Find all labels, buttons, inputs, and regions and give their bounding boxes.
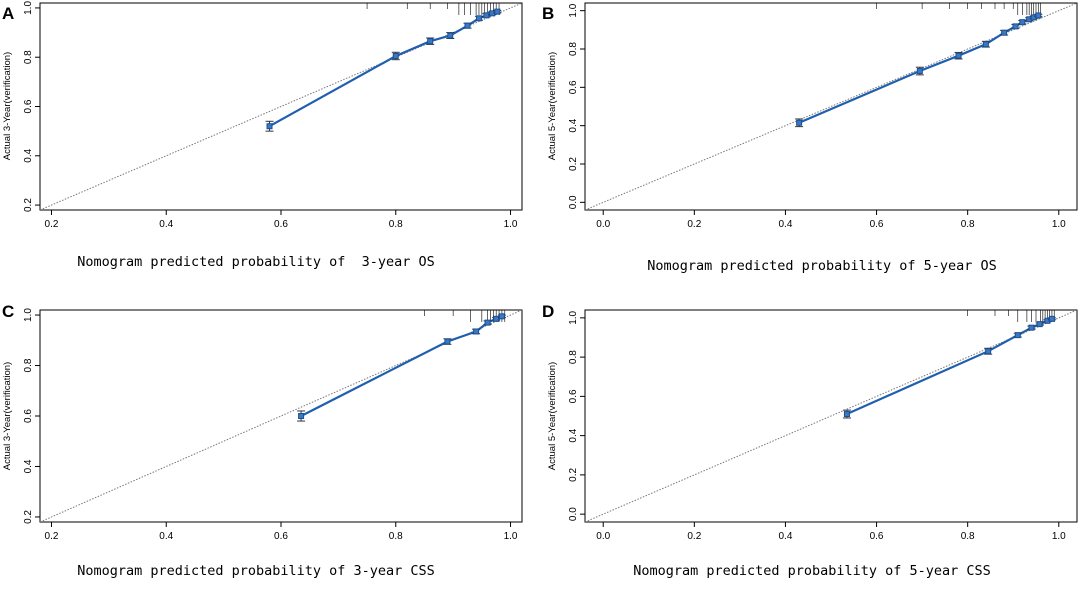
x-tick-label: 0.2: [687, 219, 701, 230]
y-tick-label: 0.4: [23, 459, 34, 473]
y-tick-label: 0.2: [23, 198, 34, 212]
data-point: [266, 123, 273, 130]
data-point: [493, 315, 500, 322]
x-tick-label: 0.8: [389, 531, 403, 542]
x-tick-label: 0.2: [45, 219, 59, 230]
x-tick-label: 0.4: [159, 531, 173, 542]
x-tick-label: 0.8: [961, 219, 975, 230]
panel-letter: B: [542, 4, 554, 23]
y-tick-label: 1.0: [23, 1, 34, 15]
data-point: [427, 38, 434, 45]
y-axis-label: Actual 3-Year(verification): [2, 52, 13, 160]
data-point: [955, 52, 962, 59]
x-tick-label: 0.4: [159, 219, 173, 230]
y-tick-label: 0.4: [568, 118, 579, 132]
y-tick-label: 1.0: [23, 308, 34, 322]
x-tick-label: 1.0: [504, 219, 518, 230]
panel-letter: A: [2, 4, 14, 23]
data-point: [916, 68, 923, 75]
x-tick-label: 0.6: [274, 531, 288, 542]
data-point: [1035, 12, 1042, 19]
data-point: [1019, 19, 1026, 26]
y-tick-label: 0.6: [23, 99, 34, 113]
y-tick-label: 0.6: [568, 80, 579, 94]
y-tick-label: 0.2: [23, 510, 34, 524]
y-tick-label: 0.0: [568, 507, 579, 521]
x-tick-label: 0.0: [596, 531, 610, 542]
y-axis-label: Actual 5-Year(verification): [547, 52, 558, 160]
x-axis-label: Nomogram predicted probability of 3-year…: [77, 254, 435, 270]
x-tick-label: 0.6: [870, 219, 884, 230]
data-point: [1014, 332, 1021, 339]
panel-letter: D: [542, 302, 554, 321]
y-axis-label: Actual 3-Year(verification): [2, 362, 13, 470]
data-point: [843, 411, 850, 418]
x-tick-label: 0.2: [687, 531, 701, 542]
data-point: [494, 8, 501, 15]
y-tick-label: 1.0: [568, 3, 579, 17]
x-axis-label: Nomogram predicted probability of 5-year…: [647, 258, 997, 274]
x-tick-label: 1.0: [1052, 219, 1066, 230]
y-tick-label: 0.8: [568, 350, 579, 364]
calibration-panel-c: C 0.2 0.4 0.6 0.8 1.0 0.2 0.4 0.6 0.8 1.0 Actual 3-…: [2, 302, 523, 579]
data-point: [444, 338, 451, 345]
calibration-panel-b: B 0.0 0.2 0.4 0.6 0.8 1.0 0.0 0.2 0.4 0.6 0.8 1.0 Act…: [542, 2, 1078, 274]
x-tick-label: 0.4: [778, 219, 792, 230]
y-tick-label: 0.2: [568, 468, 579, 482]
data-point: [447, 32, 454, 39]
panel-letter: C: [2, 302, 14, 321]
y-axis-label: Actual 5-Year(verification): [547, 362, 558, 470]
x-axis-label: Nomogram predicted probability of 3-year…: [77, 563, 435, 579]
x-tick-label: 1.0: [1052, 531, 1066, 542]
y-tick-label: 0.4: [568, 428, 579, 442]
data-point: [796, 119, 803, 126]
x-tick-label: 0.6: [274, 219, 288, 230]
y-tick-label: 0.8: [23, 50, 34, 64]
data-point: [1036, 321, 1043, 328]
data-point: [985, 348, 992, 355]
data-point: [473, 328, 480, 335]
data-point: [392, 52, 399, 59]
data-point: [1012, 23, 1019, 30]
y-tick-label: 0.6: [568, 389, 579, 403]
calibration-panel-a: A 0.2 0.4 0.6 0.8 1.0 0.2 0.4 0.6 0.8 1.0 Actual 3-…: [2, 1, 523, 270]
data-point: [464, 22, 471, 29]
x-tick-label: 0.0: [596, 219, 610, 230]
calibration-curve: [268, 10, 498, 128]
data-point: [484, 319, 491, 326]
x-tick-label: 0.4: [778, 531, 792, 542]
plot-frame: [584, 309, 1078, 523]
x-tick-label: 0.6: [870, 531, 884, 542]
ideal-reference-line: [585, 310, 1077, 522]
calibration-panel-d: D 0.0 0.2 0.4 0.6 0.8 1.0 0.0 0.2 0.4 0.6 0.8 1.0 Act…: [542, 302, 1078, 579]
data-point: [498, 313, 505, 320]
x-tick-label: 0.8: [961, 531, 975, 542]
y-tick-label: 0.8: [568, 42, 579, 56]
x-tick-label: 0.2: [45, 531, 59, 542]
y-tick-label: 0.4: [23, 148, 34, 162]
x-tick-label: 0.8: [389, 219, 403, 230]
y-tick-label: 0.0: [568, 195, 579, 209]
ideal-reference-line: [40, 3, 522, 210]
x-axis-label: Nomogram predicted probability of 5-year…: [633, 563, 991, 579]
plot-frame: [584, 2, 1078, 211]
x-tick-label: 1.0: [504, 531, 518, 542]
data-point: [1048, 315, 1055, 322]
data-point: [475, 15, 482, 22]
calibration-curve: [300, 315, 503, 417]
y-tick-label: 0.8: [23, 358, 34, 372]
data-point: [1001, 29, 1008, 36]
data-point: [982, 41, 989, 48]
data-point: [1028, 324, 1035, 331]
data-point: [298, 413, 305, 419]
y-tick-label: 0.6: [23, 409, 34, 423]
y-tick-label: 1.0: [568, 310, 579, 324]
y-tick-label: 0.2: [568, 157, 579, 171]
